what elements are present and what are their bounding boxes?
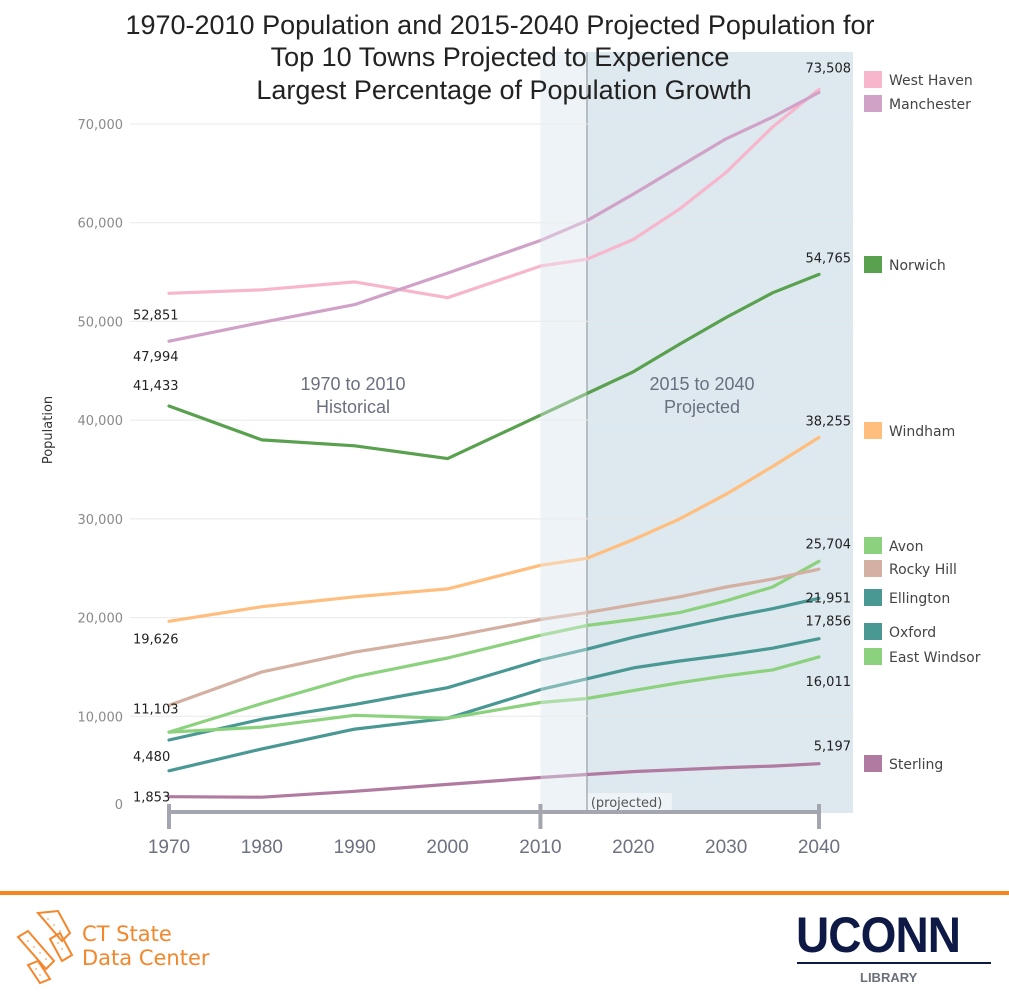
legend-label-ellington: Ellington [889,591,950,607]
legend-label-sterling: Sterling [889,757,943,773]
series-line-rocky-hill [167,567,821,708]
uconn-logo: UCONN [796,907,961,963]
start-value-label: 19,626 [133,632,179,647]
projected-tag: (projected) [591,796,663,811]
end-value-label: 17,856 [806,615,852,630]
gridlines [130,123,853,717]
legend-label-manchester: Manchester [889,97,971,113]
y-tick-label: 50,000 [78,315,124,330]
legend-swatch-windham [864,422,882,439]
legend-swatch-avon [864,537,882,554]
logo-line-2: Data Center [82,946,210,970]
legend: West Haven Manchester Norwich Windham Avon Ro… [864,71,981,773]
series-line-east-windsor [167,655,821,734]
legend-swatch-oxford [864,623,882,640]
start-value-label: 1,853 [133,791,170,806]
end-value-label: 16,011 [806,675,852,690]
end-value-label: 5,197 [814,740,851,755]
title-line-2: Top 10 Towns Projected to Experience [271,42,730,72]
x-tick-label: 2040 [798,837,840,858]
x-tick-label: 1990 [334,837,376,858]
legend-label-avon: Avon [889,539,923,555]
y-tick-label: 0 [115,798,123,813]
ct-state-data-center-logo-text: CT State Data Center [82,922,210,970]
series-line-sterling [167,762,821,799]
series-line-norwich [167,272,821,461]
end-value-label: 25,704 [806,537,852,552]
legend-swatch-west-haven [864,71,882,88]
legend-label-oxford: Oxford [889,625,936,641]
x-tick-label: 2020 [612,837,654,858]
region-labels: 1970 to 2010 Historical 2015 to 2040 Pro… [300,374,754,417]
legend-swatch-east-windsor [864,648,882,665]
x-tick-label: 1980 [241,837,283,858]
logo-line-1: CT State [82,922,172,946]
historical-label-line2: Historical [316,397,390,417]
projected-tag-bg [587,793,672,811]
series-line-oxford [167,637,821,773]
end-value-label: 38,255 [806,414,852,429]
x-tick-label: 1970 [148,837,190,858]
series-line-west-haven [167,87,821,300]
data-labels: 52,851 73,508 47,994 41,433 54,765 19,626 38,2… [133,61,851,805]
y-tick-label: 40,000 [78,414,124,429]
series-lines [167,52,821,813]
title-line-1: 1970-2010 Population and 2015-2040 Proje… [125,10,874,40]
projected-label-line1: 2015 to 2040 [649,374,754,394]
series-line-ellington [167,596,821,742]
uconn-library-label: LIBRARY [860,970,918,985]
legend-swatch-ellington [864,589,882,606]
end-value-label: 54,765 [806,251,852,266]
x-tick-label: 2000 [426,837,468,858]
chart-title: 1970-2010 Population and 2015-2040 Proje… [125,10,874,105]
chart: (projected) 0 10,000 20,000 30,000 40,000 50,… [41,10,981,858]
y-axis-label: Population [41,396,56,464]
y-tick-label: 60,000 [78,217,124,232]
historical-label-line1: 1970 to 2010 [300,374,405,394]
y-tick-label: 20,000 [78,612,124,627]
start-value-label: 47,994 [133,350,179,365]
title-line-3: Largest Percentage of Population Growth [256,75,751,105]
y-axis-ticks: 0 10,000 20,000 30,000 40,000 50,000 60,000 70,… [78,118,124,813]
projected-label-line2: Projected [664,397,740,417]
series-line-manchester [167,90,821,343]
x-axis: 1970 1980 1990 2000 2010 2020 2030 2040 [148,804,840,858]
y-tick-label: 30,000 [78,513,124,528]
legend-swatch-sterling [864,755,882,772]
start-value-label: 52,851 [133,308,179,323]
legend-swatch-manchester [864,95,882,112]
series-line-avon [167,559,821,734]
legend-label-windham: Windham [889,424,955,440]
x-tick-label: 2030 [705,837,747,858]
end-value-label: 21,951 [806,591,852,606]
x-tick-label: 2010 [519,837,561,858]
legend-label-rocky-hill: Rocky Hill [889,562,957,578]
legend-label-east-windsor: East Windsor [889,650,981,666]
projected-region [586,52,853,813]
transition-fade [540,52,587,813]
y-tick-label: 70,000 [78,118,124,133]
start-value-label: 4,480 [133,750,170,765]
start-value-label: 11,103 [133,702,179,717]
ct-state-data-center-logo-icon [16,909,74,985]
uconn-logo-rule [797,962,991,964]
end-value-label: 73,508 [806,61,852,76]
y-tick-label: 10,000 [78,710,124,725]
footer-divider [0,891,1009,895]
series-line-windham [167,435,821,623]
legend-swatch-norwich [864,256,882,273]
start-value-label: 41,433 [133,379,179,394]
legend-label-norwich: Norwich [889,258,946,274]
legend-swatch-rocky-hill [864,560,882,577]
legend-label-west-haven: West Haven [889,73,973,89]
